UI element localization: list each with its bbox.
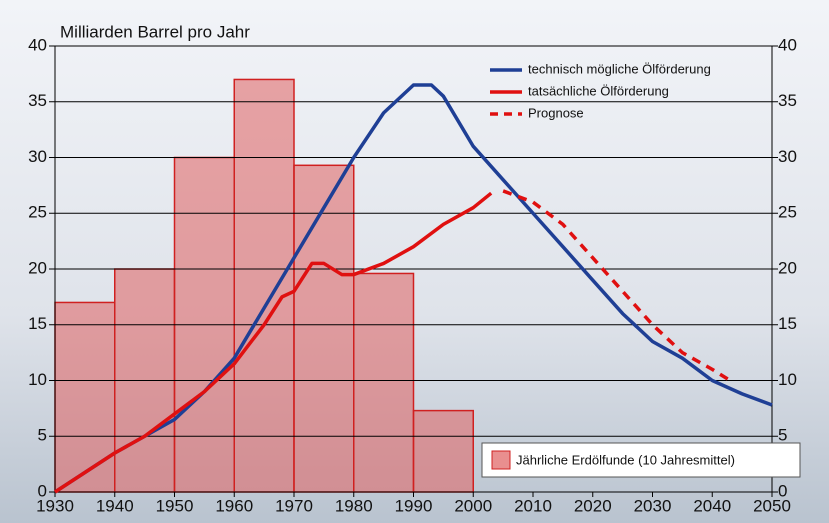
x-tick-label: 1930	[36, 496, 74, 515]
x-tick-label: 2020	[574, 496, 612, 515]
x-tick-label: 1990	[395, 496, 433, 515]
y2-tick-label: 35	[778, 91, 797, 110]
y2-tick-label: 25	[778, 203, 797, 222]
x-tick-label: 1960	[215, 496, 253, 515]
y-tick-label: 40	[28, 35, 47, 54]
histogram-bar	[294, 165, 354, 492]
y-tick-label: 25	[28, 203, 47, 222]
x-tick-label: 2010	[514, 496, 552, 515]
y2-tick-label: 10	[778, 370, 797, 389]
x-tick-label: 2000	[454, 496, 492, 515]
y2-tick-label: 5	[778, 426, 787, 445]
histogram-bar	[234, 79, 294, 492]
x-tick-label: 2050	[753, 496, 791, 515]
y-tick-label: 30	[28, 147, 47, 166]
x-tick-label: 1980	[335, 496, 373, 515]
histogram-bar	[55, 302, 115, 492]
y-tick-label: 5	[38, 426, 47, 445]
chart-title: Milliarden Barrel pro Jahr	[60, 22, 250, 41]
legend-label: Prognose	[528, 105, 584, 120]
y2-tick-label: 15	[778, 314, 797, 333]
y-tick-label: 35	[28, 91, 47, 110]
x-tick-label: 1950	[156, 496, 194, 515]
histogram-bar	[354, 273, 414, 492]
y-tick-label: 20	[28, 258, 47, 277]
y2-tick-label: 40	[778, 35, 797, 54]
histogram-bar	[414, 411, 474, 492]
y-tick-label: 10	[28, 370, 47, 389]
legend-label: Jährliche Erdölfunde (10 Jahresmittel)	[516, 452, 735, 467]
x-tick-label: 2030	[634, 496, 672, 515]
y2-tick-label: 30	[778, 147, 797, 166]
legend-swatch	[492, 451, 510, 469]
y2-tick-label: 20	[778, 258, 797, 277]
y-tick-label: 15	[28, 314, 47, 333]
legend-label: technisch mögliche Ölförderung	[528, 61, 711, 76]
x-tick-label: 1940	[96, 496, 134, 515]
x-tick-label: 2040	[693, 496, 731, 515]
x-tick-label: 1970	[275, 496, 313, 515]
chart: Milliarden Barrel pro Jahr 0510152025303…	[0, 0, 829, 523]
legend-label: tatsächliche Ölförderung	[528, 83, 669, 98]
